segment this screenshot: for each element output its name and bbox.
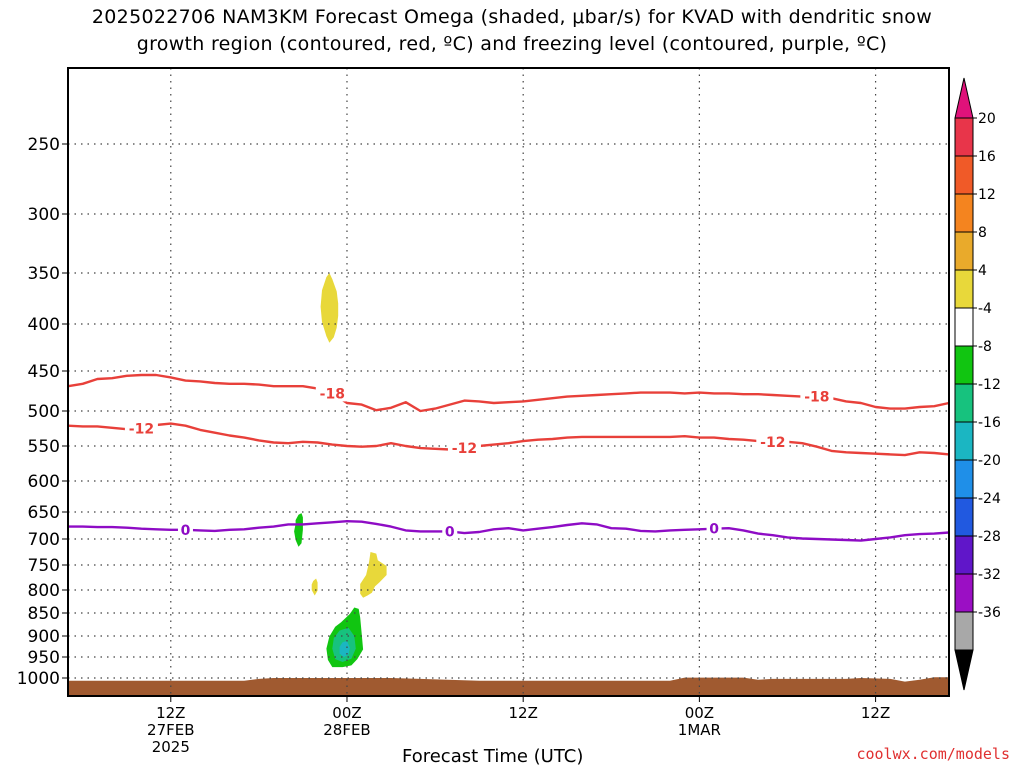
contour-label-1-0: -12 [129,422,154,438]
y-tick-label-250: 250 [28,135,60,155]
contour-label-bg-0-0 [315,384,349,402]
colorbar-label-0: 20 [978,111,996,127]
colorbar-label-7: -12 [978,377,1001,393]
y-tick-label-650: 650 [28,503,60,523]
y-tick-label-300: 300 [28,205,60,225]
contour-layer: -18 -18 -12 -12 -12 0 0 0 [67,373,950,542]
colorbar-segment-1 [954,155,974,195]
contour-label-bg-0-1 [800,387,834,405]
contour-label-bg-2-0 [177,520,193,538]
y-tick-label-800: 800 [28,581,60,601]
colorbar-segment-3 [954,231,974,271]
y-tick-label-450: 450 [28,362,60,382]
colorbar-segment-4 [954,269,974,309]
omega-region-0 [320,273,339,343]
y-tick-label-400: 400 [28,315,60,335]
contour-label-2-0: 0 [181,523,191,539]
colorbar-segment-2 [954,193,974,233]
x-tick-label-3-0: 00Z [685,704,714,722]
x-tick-label-0-0: 12Z [156,704,185,722]
colorbar-label-9: -20 [978,453,1001,469]
contour-label-1-1: -12 [452,441,477,457]
y-tick-label-700: 700 [28,530,60,550]
y-tick-label-600: 600 [28,472,60,492]
contour-label-bg-1-2 [756,432,790,450]
y-tick-label-1000: 1000 [17,669,60,689]
colorbar-segment-7 [954,383,974,423]
y-tick-label-750: 750 [28,556,60,576]
contour-label-bg-2-2 [706,519,722,537]
colorbar-segment-0 [954,117,974,157]
axes-layer: 250 300 350 400 450 500 550 600 650 700 750 800 850 9… [17,67,950,756]
y-tick-label-900: 900 [28,627,60,647]
contour-label-bg-1-1 [447,439,481,457]
colorbar-label-13: -36 [978,605,1001,621]
colorbar-segment-9 [954,459,974,499]
colorbar-segment-6 [954,345,974,385]
omega-region-1 [294,513,303,547]
x-tick-label-0-1: 27FEB [147,721,194,739]
contour-line-2 [68,520,950,542]
colorbar-label-5: -4 [978,301,992,317]
colorbar-label-3: 8 [978,225,987,241]
x-tick-label-1-1: 28FEB [323,721,370,739]
x-axis-title: Forecast Time (UTC) [402,746,584,767]
contour-label-bg-1-0 [124,419,158,437]
contour-label-bg-2-1 [442,522,458,540]
x-tick-label-4-0: 12Z [861,704,890,722]
colorbar: 20 16 12 8 4 -4 -8 -12 -16 -20 -24 -28 -32 -36 [954,77,1001,691]
x-tick-label-0-2: 2025 [152,738,190,756]
omega-region-2 [311,578,318,596]
chart-title-line1: 2025022706 NAM3KM Forecast Omega (shaded… [91,6,933,28]
colorbar-segment-10 [954,497,974,537]
plot-frame [67,67,950,697]
colorbar-segment-8 [954,421,974,461]
omega-shading-layer [294,273,387,668]
colorbar-label-8: -16 [978,415,1001,431]
colorbar-label-2: 12 [978,187,996,203]
terrain-fill [68,677,949,696]
y-tick-label-550: 550 [28,437,60,457]
colorbar-label-6: -8 [978,339,992,355]
site-credit: coolwx.com/models [856,745,1010,763]
chart-title-line2: growth region (contoured, red, ºC) and f… [136,33,888,55]
y-tick-label-350: 350 [28,264,60,284]
contour-label-2-1: 0 [445,524,455,540]
contour-label-1-2: -12 [760,435,785,451]
contour-line-1 [67,422,950,457]
y-tick-label-500: 500 [28,402,60,422]
colorbar-segment-11 [954,535,974,575]
colorbar-label-12: -32 [978,567,1001,583]
x-tick-label-3-1: 1MAR [678,721,721,739]
colorbar-segment-13 [954,611,974,651]
colorbar-segment-5 [954,307,974,347]
colorbar-bottom-arrow [954,649,974,691]
colorbar-label-10: -24 [978,491,1001,507]
x-tick-label-1-0: 00Z [332,704,361,722]
colorbar-label-11: -28 [978,529,1001,545]
terrain-layer [68,677,949,696]
colorbar-top-arrow [954,77,974,119]
contour-label-0-0: -18 [320,386,345,402]
y-tick-label-950: 950 [28,648,60,668]
colorbar-segment-12 [954,573,974,613]
x-tick-label-2-0: 12Z [508,704,537,722]
y-tick-label-850: 850 [28,604,60,624]
grid-layer [68,68,949,696]
colorbar-label-4: 4 [978,263,987,279]
colorbar-label-1: 16 [978,149,996,165]
contour-label-2-2: 0 [709,522,719,538]
omega-region-3 [360,552,387,598]
contour-label-0-1: -18 [804,390,829,406]
